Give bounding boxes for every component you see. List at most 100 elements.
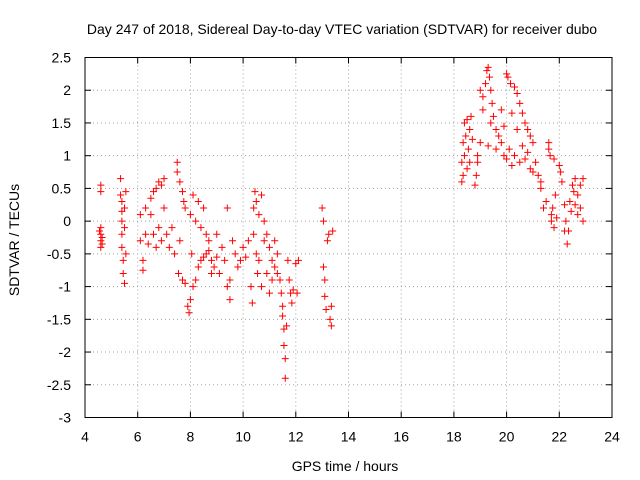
data-point <box>197 224 205 232</box>
data-point <box>488 99 496 107</box>
data-point <box>271 237 279 245</box>
data-point <box>121 224 129 232</box>
data-point <box>136 237 144 245</box>
data-point <box>568 181 576 189</box>
data-point <box>479 106 487 114</box>
x-tick-label: 10 <box>235 429 251 445</box>
y-tick-label: -1 <box>59 279 72 295</box>
data-point <box>466 126 474 133</box>
data-point <box>484 63 492 71</box>
data-point <box>273 250 281 258</box>
data-point <box>495 132 503 140</box>
data-point <box>98 234 106 241</box>
data-point <box>547 217 555 225</box>
data-point <box>254 270 262 277</box>
y-axis-label: SDTVAR / TECUs <box>6 184 22 296</box>
data-point <box>558 178 566 186</box>
x-tick-label: 24 <box>604 429 620 445</box>
data-point <box>242 253 250 261</box>
data-point <box>152 243 160 251</box>
data-point <box>155 224 163 232</box>
data-point <box>471 181 479 189</box>
data-point <box>281 374 289 382</box>
data-point <box>98 240 106 248</box>
data-point <box>482 80 490 88</box>
data-point <box>529 139 537 147</box>
data-point <box>574 191 582 199</box>
data-point <box>118 217 126 225</box>
y-tick-label: 0 <box>63 213 71 229</box>
data-point <box>505 145 513 153</box>
data-point <box>492 126 500 133</box>
data-point <box>252 250 260 258</box>
data-point <box>122 250 130 258</box>
data-point <box>252 198 260 205</box>
data-point <box>189 191 197 199</box>
y-tick-label: -3 <box>59 410 72 426</box>
data-point <box>260 217 268 225</box>
data-point <box>185 309 193 317</box>
data-point <box>561 201 569 209</box>
data-point <box>173 158 181 166</box>
data-point <box>549 204 557 212</box>
data-point <box>504 73 512 81</box>
data-point <box>165 243 173 251</box>
data-point <box>579 217 587 225</box>
data-point <box>474 158 482 166</box>
data-point <box>276 276 284 284</box>
y-tick-label: 2.5 <box>52 50 72 66</box>
data-point <box>537 178 545 186</box>
data-point <box>518 109 526 117</box>
data-point <box>181 204 189 212</box>
data-point <box>458 178 466 186</box>
data-point <box>511 83 519 91</box>
data-point <box>285 276 293 284</box>
y-tick-label: -0.5 <box>47 246 71 262</box>
data-point <box>277 289 285 297</box>
data-point <box>459 139 467 147</box>
data-point <box>97 188 105 196</box>
data-point <box>327 322 335 330</box>
data-point <box>184 302 192 310</box>
data-point <box>260 237 268 245</box>
data-point <box>226 296 234 304</box>
data-point <box>121 279 129 287</box>
y-tick-label: 2 <box>63 82 71 98</box>
data-point <box>121 204 129 212</box>
data-point <box>207 256 215 264</box>
y-tick-label: -2 <box>59 344 72 360</box>
data-point <box>97 230 105 238</box>
x-tick-label: 18 <box>446 429 462 445</box>
y-tick-label: 1.5 <box>52 115 72 131</box>
data-point <box>327 302 335 310</box>
data-point <box>467 112 475 120</box>
data-point <box>500 122 508 130</box>
data-point <box>555 162 563 169</box>
data-point <box>508 109 516 117</box>
data-point <box>521 119 529 127</box>
data-point <box>150 230 158 238</box>
data-point <box>503 70 511 78</box>
data-point <box>163 230 171 238</box>
data-point <box>139 266 147 274</box>
data-point <box>526 132 534 140</box>
data-point <box>263 270 271 277</box>
data-point <box>263 230 271 238</box>
data-point <box>468 135 476 143</box>
data-point <box>97 224 105 232</box>
data-point <box>168 224 176 232</box>
data-point <box>516 99 524 107</box>
y-tick-label: 0.5 <box>52 180 72 196</box>
data-point <box>250 204 258 212</box>
data-point <box>226 276 234 284</box>
data-point <box>97 237 105 245</box>
data-point <box>483 67 491 75</box>
data-point <box>152 184 160 192</box>
data-point <box>118 243 126 251</box>
data-point <box>497 106 505 114</box>
data-point <box>271 263 279 271</box>
data-point <box>265 289 273 297</box>
data-point <box>508 162 516 169</box>
x-tick-label: 8 <box>187 429 195 445</box>
data-point <box>205 237 213 245</box>
